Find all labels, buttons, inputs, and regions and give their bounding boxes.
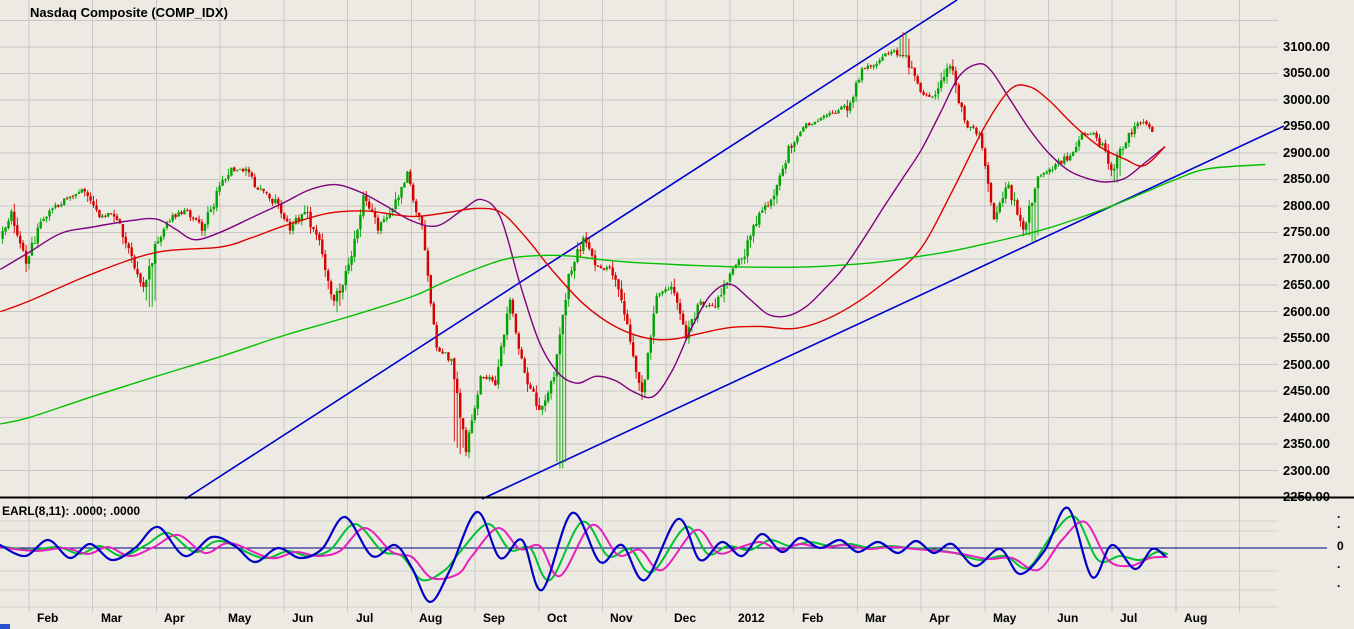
x-axis-month-label: Mar	[101, 611, 123, 625]
trendline-channel-lower[interactable]	[481, 125, 1285, 500]
y-axis-price-label: 2400.00	[1283, 410, 1330, 425]
x-axis-month-label: Sep	[483, 611, 506, 625]
ma-medium-red[interactable]	[0, 84, 1166, 341]
y-axis-price-label: 2550.00	[1283, 330, 1330, 345]
x-axis-month-label: Jun	[292, 611, 314, 625]
oscillator-zero-label: 0	[1337, 539, 1344, 553]
trendline-channel-upper[interactable]	[184, 0, 958, 500]
y-axis-price-label: 2800.00	[1283, 198, 1330, 213]
ma-slow-green[interactable]	[0, 163, 1266, 425]
x-axis-month-label: Feb	[802, 611, 824, 625]
chart-title: Nasdaq Composite (COMP_IDX)	[30, 5, 228, 20]
x-axis-month-label: Dec	[674, 611, 697, 625]
x-axis-month-label: Jul	[1120, 611, 1138, 625]
panel-separator	[0, 496, 1354, 499]
x-axis-month-label: Jul	[356, 611, 374, 625]
x-axis-month-label: Aug	[1184, 611, 1208, 625]
y-axis-price-label: 2750.00	[1283, 224, 1330, 239]
candlesticks	[1, 32, 1154, 469]
x-axis-month-label: 2012	[738, 611, 765, 625]
x-axis-month-label: Jun	[1057, 611, 1079, 625]
y-axis-price-label: 2650.00	[1283, 277, 1330, 292]
y-axis-price-label: 2250.00	[1283, 489, 1330, 504]
indicator-label: EARL(8,11): .0000; .0000	[2, 504, 141, 518]
oscillator-tick-dot: .	[1337, 557, 1341, 571]
corner-fragment	[0, 624, 10, 629]
y-axis-price-label: 2850.00	[1283, 171, 1330, 186]
x-axis-month-label: Oct	[547, 611, 568, 625]
ma-fast-purple[interactable]	[0, 63, 1166, 399]
y-axis-price-label: 2700.00	[1283, 251, 1330, 266]
x-axis-month-label: Apr	[929, 611, 950, 625]
x-axis-month-label: Nov	[610, 611, 633, 625]
x-axis-month-label: Aug	[419, 611, 443, 625]
x-axis-month-label: May	[228, 611, 252, 625]
y-axis-price-label: 2600.00	[1283, 304, 1330, 319]
x-axis-month-label: May	[993, 611, 1017, 625]
y-axis-price-label: 2450.00	[1283, 383, 1330, 398]
x-axis-month-label: Feb	[37, 611, 59, 625]
y-axis-price-label: 2950.00	[1283, 118, 1330, 133]
x-axis-month-label: Apr	[164, 611, 185, 625]
oscillator-tick-dot: .	[1337, 517, 1341, 531]
y-axis-price-label: 2350.00	[1283, 436, 1330, 451]
y-axis-price-label: 3000.00	[1283, 92, 1330, 107]
y-axis-price-label: 2300.00	[1283, 463, 1330, 478]
oscillator-tick-dot: .	[1337, 507, 1341, 521]
y-axis-price-label: 3100.00	[1283, 39, 1330, 54]
y-axis-price-label: 2500.00	[1283, 357, 1330, 372]
y-axis-price-label: 2900.00	[1283, 145, 1330, 160]
y-axis-price-label: 3050.00	[1283, 65, 1330, 80]
osc-magenta[interactable]	[0, 520, 1168, 581]
osc-blue[interactable]	[0, 506, 1167, 604]
oscillator-tick-dot: .	[1337, 576, 1341, 590]
x-axis-month-label: Mar	[865, 611, 887, 625]
